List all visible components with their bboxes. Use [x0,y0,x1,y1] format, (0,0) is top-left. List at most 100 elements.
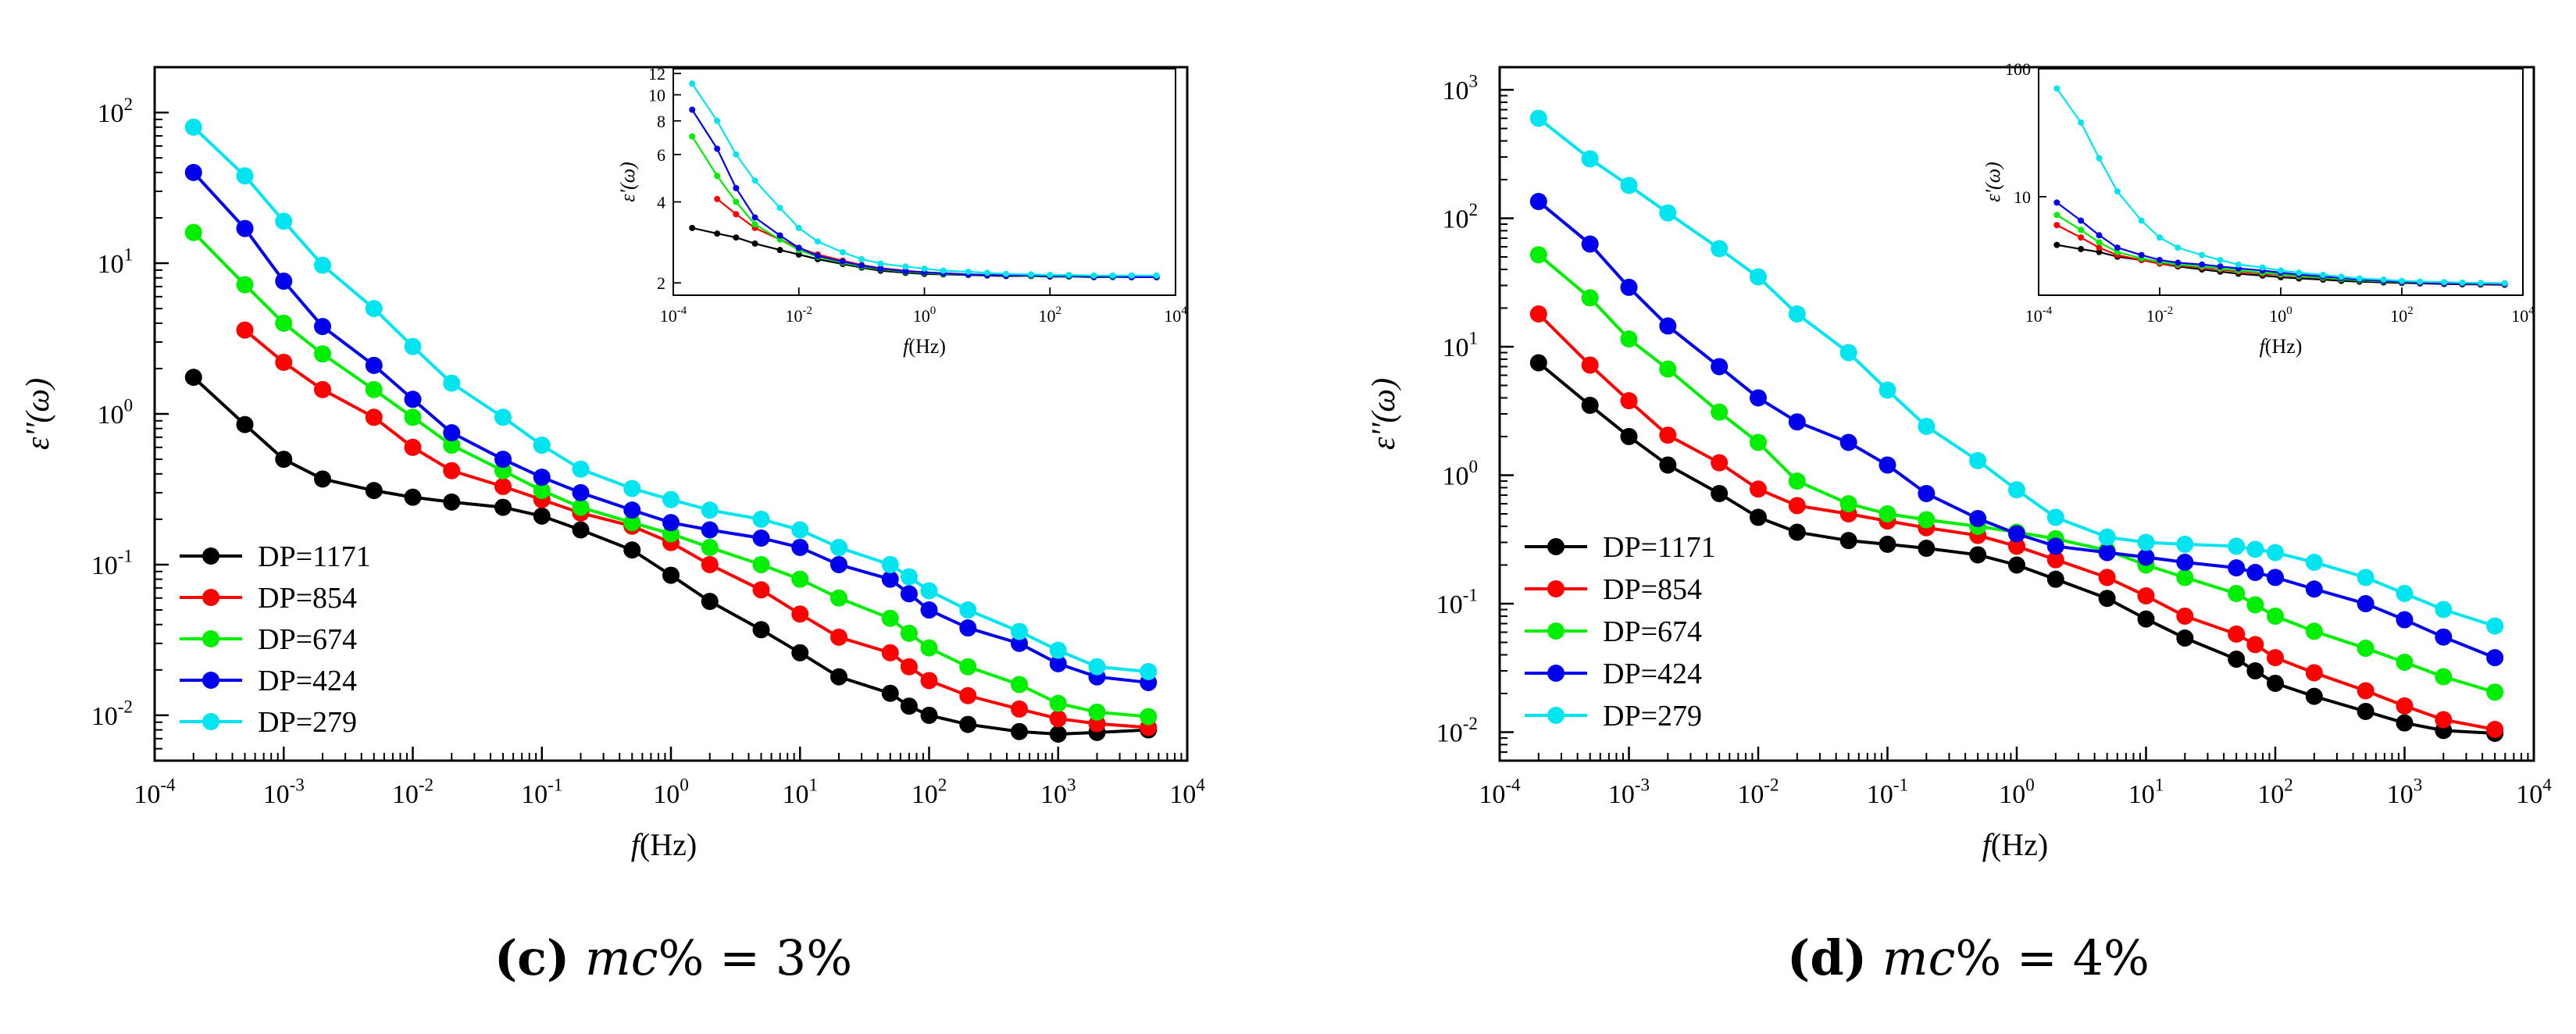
data-point [2357,594,2374,612]
inset-x-tick-label: 10-4 [2025,305,2053,326]
inset-data-point [2296,269,2303,276]
inset-data-point [714,230,721,237]
legend-marker [1547,665,1565,682]
inset-y-tick-label: 6 [657,145,665,165]
inset-data-point [2078,226,2085,234]
data-point [533,469,551,487]
data-point [959,601,977,619]
data-point [275,314,293,332]
data-point [533,437,551,455]
inset-x-tick-label: 104 [1164,305,1187,326]
data-point [494,477,512,495]
data-point [881,609,899,627]
series-line-dp-1171 [1537,361,2496,735]
data-point [920,639,938,657]
data-point [881,555,899,573]
inset-data-point [714,117,721,124]
data-point [1529,305,1547,323]
data-point [1918,417,1936,435]
data-point [2176,629,2194,647]
legend-label: DP=854 [258,582,357,615]
x-axis-title: f(Hz) [1982,827,2048,862]
data-point [1750,433,1767,451]
inset-frame [2038,68,2524,296]
data-point [791,570,809,588]
data-point [1839,494,1857,512]
data-point [1529,354,1547,372]
inset-data-point [733,234,740,241]
data-point [2137,610,2155,628]
x-tick-label: 10-2 [392,776,433,809]
data-point [752,555,770,573]
data-point [2008,481,2025,499]
data-point [830,555,847,573]
inset-x-axis-title: f(Hz) [903,335,946,358]
data-point [1529,246,1547,264]
inset-chart: 10-4 10-2 100 102 104 10 100 f(Hz) ε'(ω) [1982,59,2535,358]
inset-data-point [2053,241,2060,248]
data-point [1711,403,1729,421]
inset-data-point [2175,259,2182,266]
data-point [2396,584,2414,602]
inset-data-point [714,195,721,202]
data-point [1581,396,1599,414]
data-point [275,212,293,230]
data-point [1049,641,1067,659]
inset-data-point [858,255,865,262]
inset-data-point [2157,234,2163,241]
data-point [2046,508,2064,526]
data-point [830,538,847,556]
panel-caption: (d) mc% = 4% [1787,929,2150,986]
data-point [959,619,977,637]
inset-data-point [1090,272,1097,279]
data-point [881,684,899,702]
inset-data-point [877,265,884,272]
data-point [494,498,512,516]
data-point [1620,278,1638,296]
y-tick-label: 100 [1442,457,1478,490]
data-point [1878,505,1896,523]
x-tick-label: 10-4 [1479,776,1521,809]
y-tick-label: 10-2 [91,697,133,731]
y-tick-label: 102 [1442,200,1478,234]
inset-data-point [2053,199,2060,206]
y-axis-title: ε''(ω) [20,378,56,450]
inset-x-tick-label: 10-2 [786,305,812,326]
inset-x-tick-label: 104 [2511,305,2535,326]
data-point [900,697,918,715]
data-point [1839,344,1857,362]
inset-data-point [1028,271,1035,278]
data-point [662,490,680,508]
inset-data-point [2096,239,2103,246]
data-point [2305,664,2323,682]
inset-y-tick-label: 4 [657,193,665,212]
data-point [2228,537,2246,555]
data-point [1049,654,1067,672]
data-point [2246,662,2264,680]
inset-data-point [2217,263,2224,270]
inset-data-point [983,269,990,276]
data-point [275,273,293,291]
data-point [1788,305,1806,323]
data-point [920,582,938,600]
legend-marker [202,589,219,606]
data-point [1788,523,1806,541]
inset-y-tick-label: 10 [2014,187,2031,207]
inset-data-point [1109,272,1116,279]
x-tick-label: 10-1 [1867,776,1908,809]
inset-data-point [2477,280,2484,287]
data-point [920,706,938,724]
inset-data-point [965,268,972,275]
data-point [2176,535,2194,553]
series-line-dp-279 [192,126,1149,673]
data-point [1711,358,1729,376]
data-point [1659,456,1677,474]
inset-data-point [814,252,821,259]
inset-data-point [2278,267,2284,274]
data-point [443,437,461,455]
data-point [2396,654,2414,672]
data-point [920,601,938,619]
x-tick-label: 100 [653,776,689,809]
data-point [1088,703,1106,721]
inset-data-point [733,184,740,191]
